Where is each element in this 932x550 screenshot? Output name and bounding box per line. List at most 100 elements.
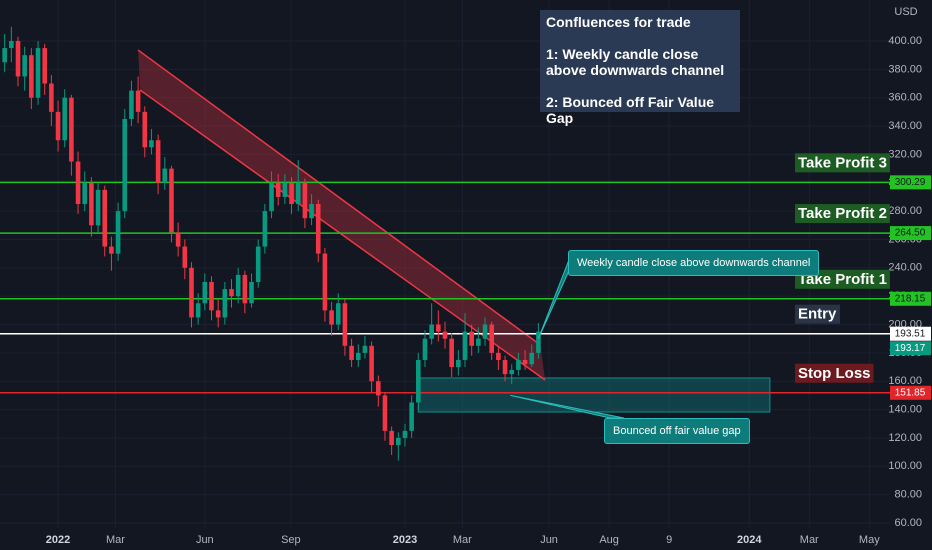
- candle-body: [209, 282, 214, 311]
- price-tag: [890, 291, 931, 306]
- candle-body: [162, 168, 168, 183]
- level-name: Take Profit 3: [798, 154, 887, 171]
- candle-body: [409, 402, 414, 431]
- level-name: Take Profit 1: [798, 271, 887, 288]
- candle-body: [389, 430, 394, 446]
- x-tick-label: Jun: [540, 534, 558, 546]
- candle-body: [262, 211, 268, 247]
- candle-body: [516, 359, 521, 370]
- candle-body: [496, 352, 501, 360]
- candle-body: [215, 310, 221, 318]
- candle-body: [75, 161, 81, 205]
- candle-body: [469, 331, 474, 346]
- candle-body: [422, 338, 428, 360]
- candle-body: [135, 90, 141, 112]
- candle-body: [335, 303, 341, 325]
- annotation: Weekly candle close above downwards chan…: [568, 250, 820, 276]
- level-name: Entry: [798, 306, 837, 323]
- level-name: Stop Loss: [798, 365, 871, 382]
- annotation: Bounced off fair value gap: [604, 418, 750, 444]
- price-tag: [890, 385, 931, 400]
- candle-body: [82, 182, 88, 205]
- candle-body: [149, 140, 154, 148]
- channel-line: [139, 89, 546, 381]
- y-tick-label: 280.00: [888, 205, 922, 217]
- candle-body: [95, 189, 101, 226]
- candle-body: [382, 395, 388, 431]
- candle-body: [309, 204, 314, 219]
- candle-body: [302, 182, 308, 219]
- candle-body: [15, 41, 21, 77]
- notes-item: 2: Bounced off Fair Value Gap: [546, 94, 715, 126]
- candle-body: [289, 182, 294, 205]
- x-tick-label: Aug: [599, 534, 619, 546]
- price-tag-label: 264.50: [895, 228, 926, 239]
- level-box: [795, 304, 840, 324]
- candle-body: [29, 55, 34, 98]
- candle-body: [35, 48, 41, 98]
- x-tick-label: Mar: [106, 534, 125, 546]
- candle-body: [9, 41, 14, 49]
- candle-body: [489, 324, 495, 353]
- candle-body: [529, 352, 535, 365]
- x-tick-label: 2023: [393, 534, 417, 546]
- candle-body: [282, 182, 288, 197]
- x-tick-label: 2024: [737, 534, 762, 546]
- y-tick-label: 100.00: [888, 460, 922, 472]
- candle-body: [416, 359, 421, 403]
- price-tag-label: 193.51: [895, 328, 926, 339]
- candle-body: [115, 211, 121, 254]
- candle-body: [255, 246, 261, 282]
- y-tick-label: 60.00: [894, 517, 922, 529]
- channel: [138, 50, 546, 380]
- y-tick-label: 360.00: [888, 92, 922, 104]
- x-tick-label: 2022: [46, 534, 70, 546]
- candle-body: [429, 324, 434, 339]
- candle-body: [249, 282, 254, 304]
- candle-body: [395, 437, 401, 446]
- candle-body: [175, 232, 181, 247]
- candle-body: [315, 204, 321, 254]
- y-tick-label: 400.00: [888, 35, 922, 47]
- candle-body: [62, 97, 68, 141]
- candle-body: [482, 324, 488, 339]
- candle-body: [55, 111, 61, 141]
- candle-body: [2, 48, 7, 63]
- candle-body: [235, 274, 241, 297]
- level-box: [795, 269, 890, 289]
- x-tick-label: Mar: [800, 534, 819, 546]
- candle-body: [242, 274, 248, 304]
- last-price-label: 193.17: [895, 343, 926, 354]
- x-tick-label: 9: [666, 534, 672, 546]
- candle-body: [355, 352, 361, 360]
- x-tick-label: Mar: [453, 534, 472, 546]
- last-price-tag: [890, 341, 931, 356]
- candle-body: [322, 253, 328, 311]
- y-tick-label: 140.00: [888, 403, 922, 415]
- y-tick-label: 340.00: [888, 120, 922, 132]
- candle-body: [229, 289, 234, 297]
- candle-body: [449, 338, 454, 368]
- notes-box: Confluences for trade 1: Weekly candle c…: [540, 10, 740, 126]
- price-tag-label: 300.29: [895, 177, 926, 188]
- y-tick-label: 320.00: [888, 148, 922, 160]
- level-box: [795, 363, 874, 383]
- candle-body: [436, 324, 441, 332]
- candle-body: [155, 140, 161, 183]
- x-tick-label: Sep: [281, 534, 301, 546]
- y-tick-label: 380.00: [888, 63, 922, 75]
- price-tag: [890, 226, 931, 241]
- candle-body: [402, 430, 408, 438]
- notes-item: 1: Weekly candle close above downwards c…: [546, 46, 725, 78]
- y-tick-label: 240.00: [888, 262, 922, 274]
- price-tag: [890, 175, 931, 190]
- candle-body: [342, 303, 348, 346]
- price-tag: [890, 326, 931, 341]
- candle-body: [42, 48, 48, 84]
- price-tag-label: 218.15: [895, 293, 926, 304]
- candle-body: [142, 111, 148, 148]
- candle-body: [349, 345, 354, 360]
- candle-body: [509, 369, 515, 375]
- candle-body: [122, 118, 128, 212]
